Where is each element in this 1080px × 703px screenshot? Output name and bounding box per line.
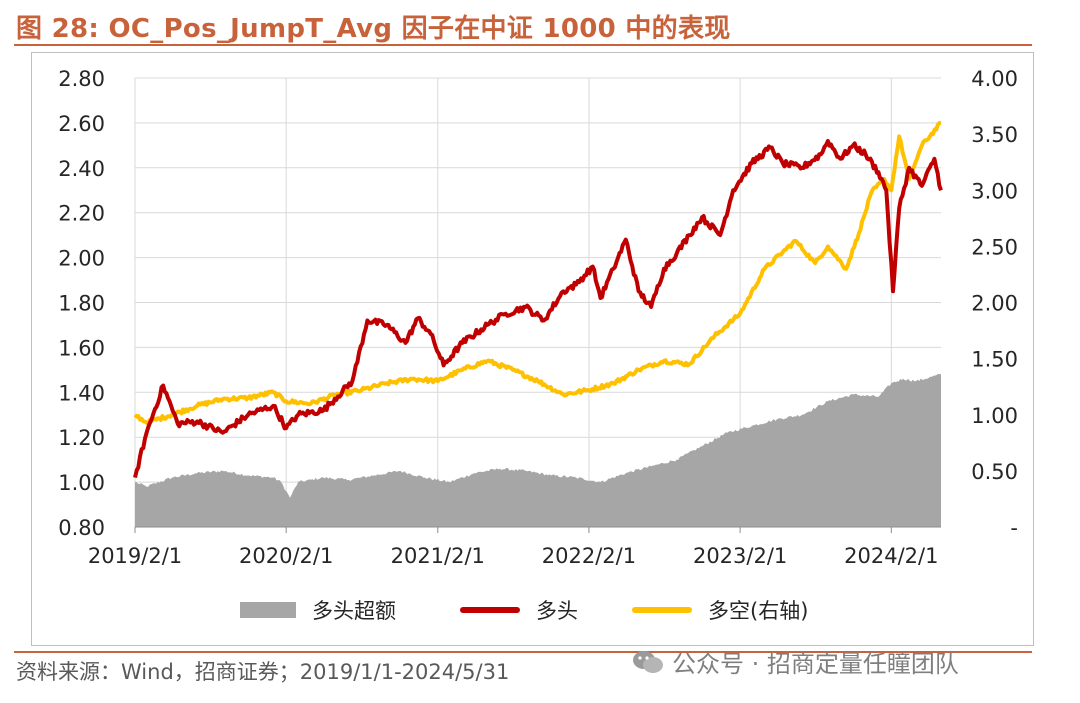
legend-label-long: 多头 [536,599,578,623]
y-right-tick-label: 4.00 [971,67,1018,91]
y-right-tick-label: 1.50 [971,348,1018,372]
y-right-tick-label: 1.00 [971,404,1018,428]
y-right-tick-label: 2.50 [971,235,1018,259]
chart-frame [31,52,1034,646]
legend-item-long: 多头 [460,592,578,628]
y-left-tick-label: 2.00 [58,247,105,271]
legend-swatch-long [460,607,520,613]
y-left-tick-label: 1.20 [58,426,105,450]
y-left-tick-label: 2.80 [58,67,105,91]
figure-title: 图 28: OC_Pos_JumpT_Avg 因子在中证 1000 中的表现 [16,14,731,44]
watermark: 公众号 · 招商定量任瞳团队 [632,644,959,679]
y-left-tick-label: 2.20 [58,202,105,226]
y-left-tick-label: 0.80 [58,516,105,540]
y-right-tick-label: 3.50 [971,123,1018,147]
legend-label-long-short: 多空(右轴) [708,599,809,623]
x-tick-label: 2021/2/1 [391,544,485,568]
long-line [133,138,943,479]
y-left-tick-label: 1.60 [58,336,105,360]
long-short-line [133,120,942,426]
title-divider [14,44,1032,46]
legend-item-excess: 多头超额 [240,592,396,628]
legend-swatch-long-short [632,607,692,613]
x-tick-label: 2022/2/1 [542,544,636,568]
footer-divider [14,651,1032,653]
x-tick-label: 2019/2/1 [88,544,182,568]
y-right-tick-label: - [1010,516,1018,540]
y-left-tick-label: 1.00 [58,471,105,495]
x-tick-label: 2024/2/1 [844,544,938,568]
y-right-tick-label: 0.50 [971,460,1018,484]
y-right-tick-label: 2.00 [971,292,1018,316]
series-lines [133,120,943,479]
y-left-tick-label: 1.40 [58,381,105,405]
y-left-tick-label: 2.40 [58,157,105,181]
watermark-text: 公众号 · 招商定量任瞳团队 [672,650,959,678]
y-left-tick-label: 1.80 [58,292,105,316]
x-tick-label: 2023/2/1 [693,544,787,568]
legend-label-excess: 多头超额 [312,599,396,623]
excess-area-layer [135,374,941,527]
x-tick-label: 2020/2/1 [239,544,333,568]
source-note: 资料来源：Wind，招商证券；2019/1/1-2024/5/31 [16,660,510,684]
y-left-tick-label: 2.60 [58,112,105,136]
legend-item-long-short: 多空(右轴) [632,592,808,628]
chart-legend: 多头超额 多头 多空(右轴) [0,592,1080,628]
wechat-icon [633,650,663,673]
axes: 0.80 1.00 1.20 1.40 1.60 1.80 2.00 2.20 2.40 2.60… [58,67,1018,568]
excess-area [135,374,941,527]
legend-swatch-excess [240,602,296,618]
y-right-tick-label: 3.00 [971,179,1018,203]
